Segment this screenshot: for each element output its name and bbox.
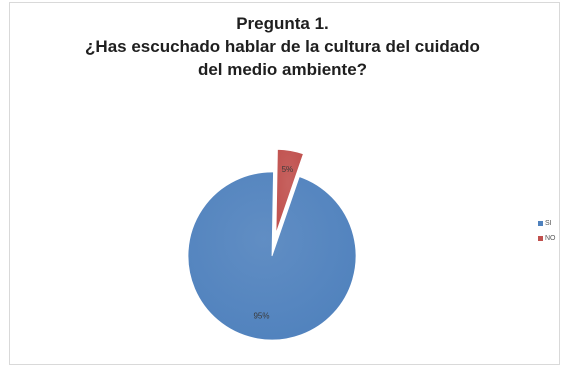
chart-title-line-2: ¿Has escuchado hablar de la cultura del … (85, 37, 480, 56)
legend-item-no: NO (538, 231, 556, 246)
chart-title: Pregunta 1. ¿Has escuchado hablar de la … (0, 12, 565, 81)
chart-title-line-1: Pregunta 1. (236, 14, 329, 33)
legend-label-no: NO (545, 235, 556, 242)
chart-title-line-3: del medio ambiente? (197, 60, 368, 79)
legend-swatch-no (538, 236, 543, 241)
pie-slice-si (187, 171, 357, 341)
legend-item-si: SI (538, 216, 556, 231)
data-label-si: 95% (253, 312, 269, 321)
data-label-no: 5% (282, 165, 294, 174)
pie-slice-no (275, 148, 304, 234)
legend-label-si: SI (545, 220, 552, 227)
chart-legend: SI NO (538, 216, 556, 246)
legend-swatch-si (538, 221, 543, 226)
